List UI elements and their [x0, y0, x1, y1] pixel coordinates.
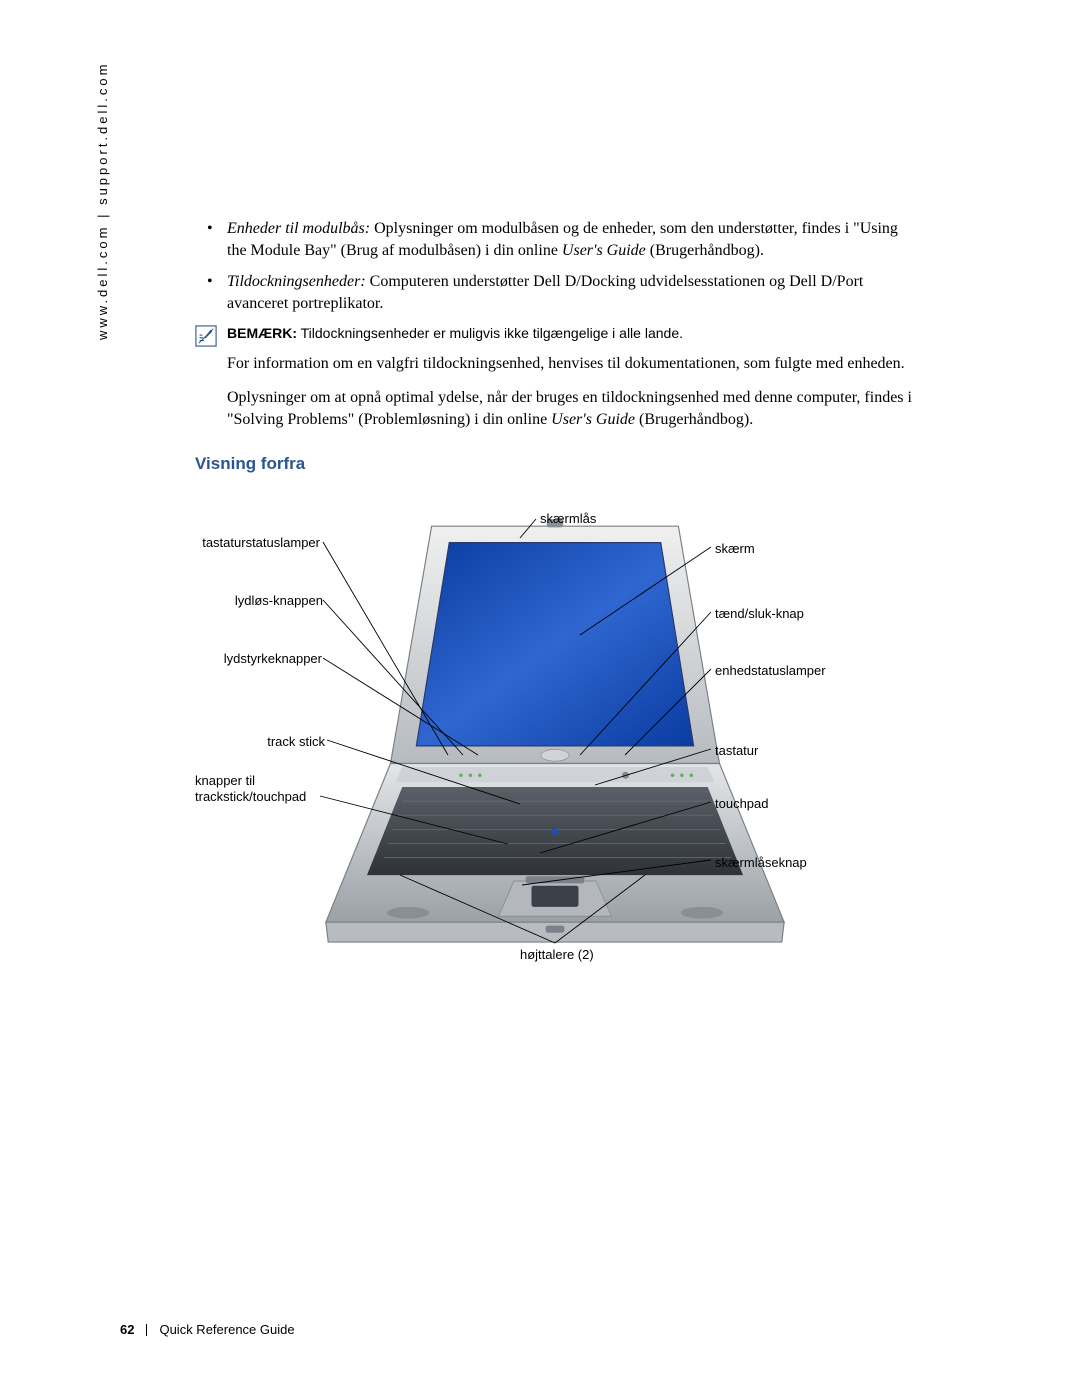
front-view-diagram: tastaturstatuslamper lydløs-knappen lyds…	[195, 505, 915, 975]
footer-divider	[146, 1324, 147, 1336]
label-trackstick-buttons: knapper til trackstick/touchpad	[195, 773, 325, 806]
page-number: 62	[120, 1322, 134, 1337]
bullet-item: Tildockningsenheder: Computeren understø…	[195, 271, 915, 314]
note-row: BEMÆRK: Tildockningsenheder er muligvis …	[195, 324, 915, 347]
bullet-list: Enheder til modulbås: Oplysninger om mod…	[195, 218, 915, 314]
note-body: Tildockningsenheder er muligvis ikke til…	[297, 325, 683, 341]
label-keyboard: tastatur	[715, 743, 758, 759]
label-device-status-lights: enhedstatuslamper	[715, 663, 826, 679]
paragraph: For information om en valgfri tildocknin…	[227, 353, 915, 375]
label-power-button: tænd/sluk-knap	[715, 606, 804, 622]
label-keyboard-status-lights: tastaturstatuslamper	[190, 535, 320, 551]
paragraph: Oplysninger om at opnå optimal ydelse, n…	[227, 387, 915, 430]
label-display-latch: skærmlås	[540, 511, 596, 527]
bullet-text-b: (Brugerhåndbog).	[646, 242, 764, 259]
bullet-lead: Enheder til modulbås:	[227, 220, 370, 237]
users-guide-text: User's Guide	[562, 242, 646, 259]
label-trackstick: track stick	[250, 734, 325, 750]
bullet-lead: Tildockningsenheder:	[227, 273, 366, 290]
label-mute-button: lydløs-knappen	[213, 593, 323, 609]
note-icon	[195, 325, 217, 347]
label-touchpad: touchpad	[715, 796, 769, 812]
users-guide-text: User's Guide	[551, 411, 635, 428]
note-text: BEMÆRK: Tildockningsenheder er muligvis …	[227, 324, 683, 342]
footer-title: Quick Reference Guide	[159, 1322, 294, 1337]
bullet-item: Enheder til modulbås: Oplysninger om mod…	[195, 218, 915, 261]
side-url: www.dell.com | support.dell.com	[95, 62, 110, 340]
label-display: skærm	[715, 541, 755, 557]
label-volume-buttons: lydstyrkeknapper	[207, 651, 322, 667]
page-footer: 62 Quick Reference Guide	[120, 1322, 295, 1337]
note-label: BEMÆRK:	[227, 325, 297, 341]
para-text-b: (Brugerhåndbog).	[635, 411, 753, 428]
label-display-latch-button: skærmlåseknap	[715, 855, 807, 871]
section-title: Visning forfra	[195, 454, 915, 474]
main-content: Enheder til modulbås: Oplysninger om mod…	[195, 218, 915, 490]
label-speakers: højttalere (2)	[520, 947, 594, 963]
